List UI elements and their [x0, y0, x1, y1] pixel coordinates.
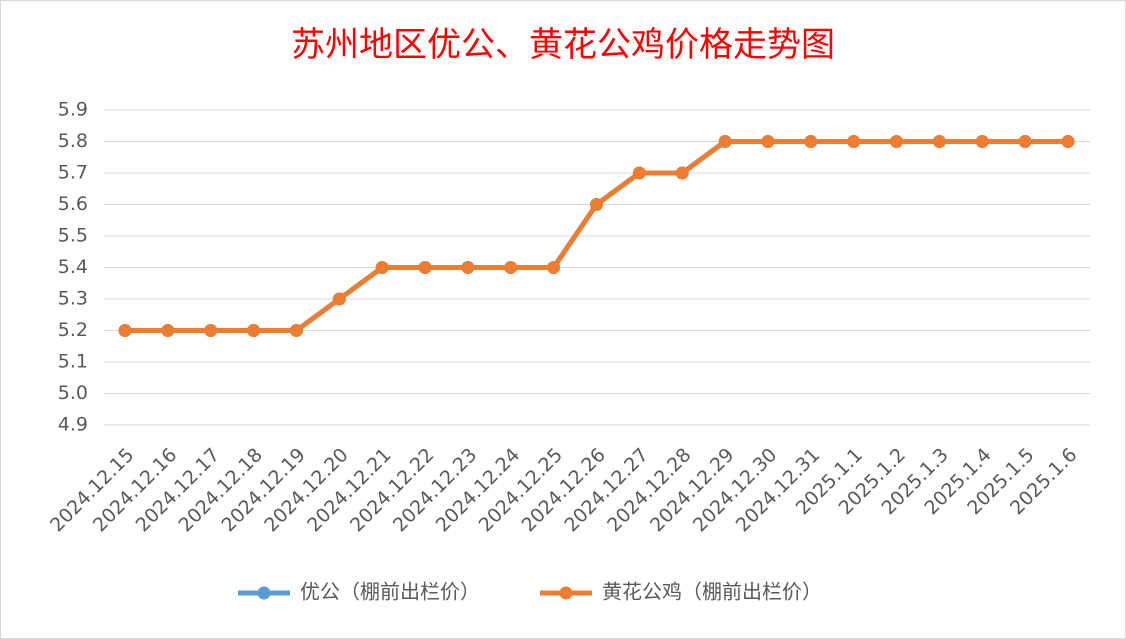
- y-tick-label: 5.3: [58, 288, 88, 310]
- data-point: [590, 198, 603, 211]
- data-point: [204, 324, 218, 337]
- y-tick-label: 4.9: [58, 414, 88, 436]
- data-point: [375, 261, 389, 274]
- y-tick-label: 5.0: [58, 382, 88, 404]
- y-tick-label: 5.9: [58, 99, 88, 121]
- data-point: [890, 135, 904, 148]
- data-point: [461, 261, 475, 274]
- y-tick-label: 5.5: [58, 225, 88, 247]
- legend-marker: [559, 586, 573, 600]
- data-point: [118, 324, 132, 337]
- data-point: [804, 135, 818, 148]
- data-point: [418, 261, 432, 274]
- data-point: [718, 135, 732, 148]
- y-tick-label: 5.6: [58, 193, 88, 215]
- legend-label: 黄花公鸡（棚前出栏价）: [602, 580, 822, 604]
- data-point: [289, 324, 303, 337]
- y-tick-label: 5.8: [58, 130, 88, 152]
- data-point: [547, 261, 561, 274]
- legend-marker: [257, 586, 271, 600]
- data-point: [1061, 135, 1075, 148]
- data-point: [1018, 135, 1032, 148]
- legend-label: 优公（棚前出栏价）: [300, 580, 480, 604]
- data-point: [161, 324, 175, 337]
- chart-title: 苏州地区优公、黄花公鸡价格走势图: [291, 25, 835, 65]
- data-point: [761, 135, 775, 148]
- data-point: [632, 166, 646, 180]
- y-tick-label: 5.1: [58, 351, 88, 373]
- y-tick-label: 5.4: [58, 256, 88, 278]
- data-point: [332, 292, 346, 306]
- data-point: [975, 135, 989, 148]
- data-point: [847, 135, 861, 148]
- data-point: [932, 135, 946, 148]
- data-point: [504, 261, 518, 274]
- y-tick-label: 5.2: [58, 319, 88, 341]
- data-point: [675, 166, 689, 180]
- data-point: [247, 324, 261, 337]
- y-tick-label: 5.7: [58, 162, 88, 184]
